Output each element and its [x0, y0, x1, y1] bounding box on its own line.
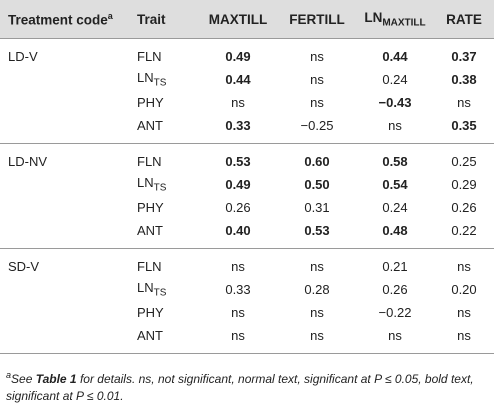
fertill-value-cell: ns	[310, 95, 324, 110]
ln-maxtill-value-cell: 0.24	[382, 72, 408, 87]
trait-cell: ANT	[133, 219, 198, 249]
treatment-code-cell	[0, 301, 133, 324]
maxtill-value-cell: 0.44	[225, 72, 251, 87]
fertill-value-cell: 0.31	[304, 200, 330, 215]
treatment-code-cell	[0, 114, 133, 144]
rate-value-cell: 0.25	[451, 154, 477, 169]
fertill-value-cell: 0.28	[304, 282, 330, 297]
maxtill-value-cell: 0.49	[225, 49, 251, 64]
rate-value-cell: 0.20	[451, 282, 477, 297]
trait-cell: FLN	[137, 154, 162, 169]
ln-maxtill-value-cell: 0.58	[382, 154, 408, 169]
table-row: LD-NV FLN 0.53 0.60 0.58 0.25	[0, 144, 494, 174]
treatment-code-cell	[0, 219, 133, 249]
ln-maxtill-value-cell: 0.44	[382, 49, 408, 64]
table-row: ANT ns ns ns ns	[0, 324, 494, 354]
header-fertill: FERTILL	[278, 0, 356, 39]
ln-maxtill-value-cell: 0.48	[356, 219, 434, 249]
table-row: PHY 0.26 0.31 0.24 0.26	[0, 196, 494, 219]
rate-value-cell: ns	[457, 95, 471, 110]
maxtill-value-cell: ns	[231, 95, 245, 110]
trait-cell: ANT	[133, 114, 198, 144]
fertill-value-cell: ns	[310, 49, 324, 64]
trait-cell: LNTS	[137, 70, 167, 89]
trait-cell: ANT	[133, 324, 198, 354]
treatment-code-cell: SD-V	[8, 259, 40, 274]
header-trait: Trait	[133, 0, 198, 39]
table-row: LNTS 0.49 0.50 0.54 0.29	[0, 173, 494, 196]
table-reference-link: Table 1	[35, 372, 77, 386]
fertill-value-cell: 0.53	[278, 219, 356, 249]
ln-maxtill-value-cell: −0.43	[378, 95, 412, 110]
fertill-value-cell: 0.60	[304, 154, 330, 169]
table-row: ANT 0.40 0.53 0.48 0.22	[0, 219, 494, 249]
trait-cell: LNTS	[137, 175, 167, 194]
ln-maxtill-value-cell: 0.26	[382, 282, 408, 297]
table-row: LD-V FLN 0.49 ns 0.44 0.37	[0, 39, 494, 69]
treatment-code-cell: LD-V	[8, 49, 38, 64]
ln-maxtill-value-cell: 0.54	[382, 177, 408, 192]
maxtill-value-cell: ns	[231, 305, 245, 320]
header-rate: RATE	[434, 0, 494, 39]
table-row: LNTS 0.44 ns 0.24 0.38	[0, 68, 494, 91]
rate-value-cell: 0.26	[451, 200, 477, 215]
ln-maxtill-value-cell: ns	[356, 324, 434, 354]
ln-maxtill-value-cell: 0.24	[382, 200, 408, 215]
correlation-table: Treatment codea Trait MAXTILL FERTILL LN…	[0, 0, 494, 354]
ln-maxtill-value-cell: 0.21	[382, 259, 408, 274]
table-footnote: aSee Table 1 for details. ns, not signif…	[6, 370, 474, 403]
table-header-row: Treatment codea Trait MAXTILL FERTILL LN…	[0, 0, 494, 39]
rate-value-cell: ns	[434, 324, 494, 354]
ln-maxtill-value-cell: ns	[356, 114, 434, 144]
trait-cell: FLN	[137, 259, 162, 274]
rate-value-cell: 0.29	[451, 177, 477, 192]
rate-value-cell: ns	[457, 259, 471, 274]
fertill-value-cell: ns	[310, 259, 324, 274]
trait-cell: PHY	[137, 200, 164, 215]
rate-value-cell: 0.35	[434, 114, 494, 144]
table-row: SD-V FLN ns ns 0.21 ns	[0, 249, 494, 279]
trait-cell: PHY	[137, 305, 164, 320]
trait-cell: PHY	[137, 95, 164, 110]
table-row: PHY ns ns −0.43 ns	[0, 91, 494, 114]
maxtill-value-cell: 0.40	[198, 219, 278, 249]
ln-maxtill-value-cell: −0.22	[378, 305, 412, 320]
fertill-value-cell: ns	[310, 305, 324, 320]
maxtill-value-cell: ns	[198, 324, 278, 354]
treatment-code-cell	[0, 173, 133, 196]
treatment-code-cell	[0, 324, 133, 354]
maxtill-value-cell: 0.49	[225, 177, 251, 192]
fertill-value-cell: −0.25	[278, 114, 356, 144]
maxtill-value-cell: 0.33	[198, 114, 278, 144]
treatment-code-cell	[0, 91, 133, 114]
fertill-value-cell: 0.50	[304, 177, 330, 192]
maxtill-value-cell: 0.26	[225, 200, 251, 215]
header-treatment-code: Treatment codea	[0, 0, 133, 39]
treatment-code-cell	[0, 68, 133, 91]
maxtill-value-cell: 0.53	[225, 154, 251, 169]
rate-value-cell: ns	[457, 305, 471, 320]
table-row: PHY ns ns −0.22 ns	[0, 301, 494, 324]
table-row: LNTS 0.33 0.28 0.26 0.20	[0, 278, 494, 301]
trait-cell: LNTS	[137, 280, 167, 299]
header-maxtill: MAXTILL	[198, 0, 278, 39]
rate-value-cell: 0.38	[451, 72, 477, 87]
rate-value-cell: 0.37	[451, 49, 477, 64]
maxtill-value-cell: 0.33	[225, 282, 251, 297]
table-row: ANT 0.33 −0.25 ns 0.35	[0, 114, 494, 144]
maxtill-value-cell: ns	[231, 259, 245, 274]
treatment-code-cell	[0, 196, 133, 219]
table-body: LD-V FLN 0.49 ns 0.44 0.37 LNTS 0.44 ns 0.24 0.38 P…	[0, 39, 494, 354]
fertill-value-cell: ns	[278, 324, 356, 354]
treatment-code-cell: LD-NV	[8, 154, 48, 169]
fertill-value-cell: ns	[310, 72, 324, 87]
trait-cell: FLN	[137, 49, 162, 64]
treatment-code-cell	[0, 278, 133, 301]
rate-value-cell: 0.22	[434, 219, 494, 249]
header-ln-maxtill: LNMAXTILL	[356, 0, 434, 39]
